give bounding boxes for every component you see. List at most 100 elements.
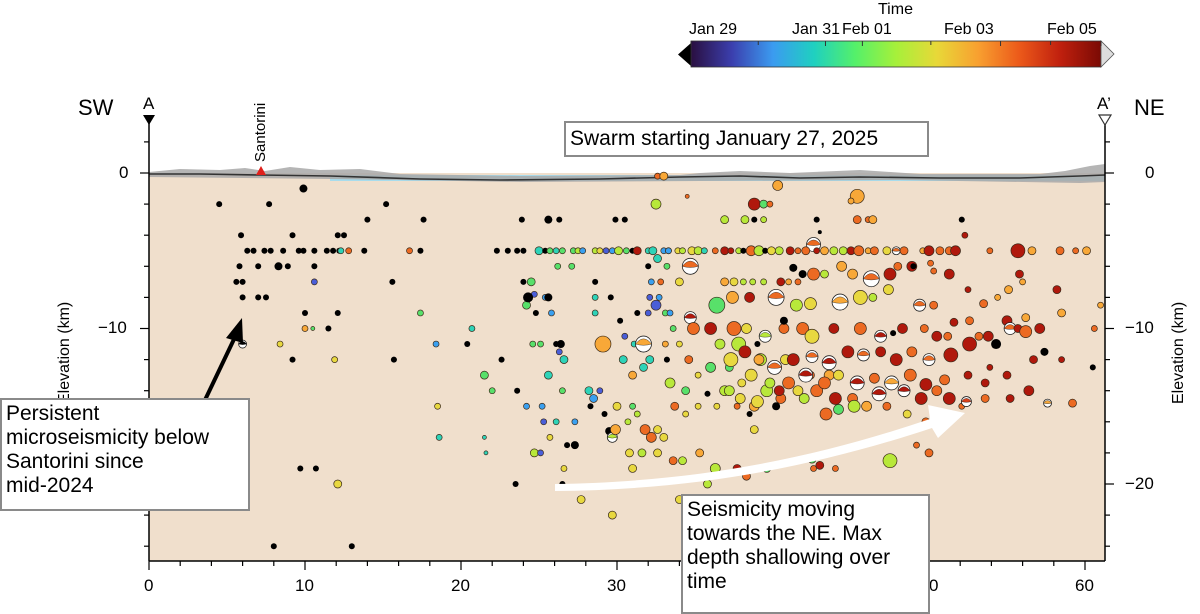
seismic-event bbox=[512, 481, 519, 487]
seismic-event bbox=[861, 400, 872, 412]
seismic-event bbox=[1040, 347, 1049, 356]
seismic-event bbox=[666, 309, 674, 317]
y-tick-left-10: −10 bbox=[98, 318, 127, 337]
seismic-event bbox=[751, 216, 758, 223]
seismic-event bbox=[523, 402, 530, 410]
seismic-event bbox=[623, 247, 630, 255]
focal-mechanism bbox=[961, 396, 972, 407]
colorbar-gradient bbox=[690, 40, 1102, 68]
colorbar-label-feb03: Feb 03 bbox=[944, 21, 994, 38]
seismic-event bbox=[544, 293, 553, 302]
seismic-event bbox=[737, 378, 747, 388]
seismic-event bbox=[634, 309, 641, 316]
seismic-event bbox=[559, 387, 566, 395]
seismic-event bbox=[559, 355, 569, 364]
y-tick-right-0: 0 bbox=[1145, 163, 1155, 182]
seismic-event bbox=[579, 247, 587, 255]
x-tick-20: 20 bbox=[451, 576, 470, 595]
seismic-event bbox=[464, 341, 471, 348]
seismic-event bbox=[337, 247, 345, 255]
seismic-event bbox=[621, 332, 629, 340]
seismic-event bbox=[653, 254, 662, 263]
seismic-event bbox=[883, 284, 894, 295]
seismic-event bbox=[361, 247, 368, 254]
seismic-event bbox=[720, 215, 729, 224]
seismic-event bbox=[261, 247, 268, 254]
seismic-event bbox=[345, 247, 353, 255]
seismic-event bbox=[555, 348, 563, 356]
focal-mechanism bbox=[681, 257, 699, 275]
seismic-event bbox=[923, 245, 935, 257]
seismic-event bbox=[930, 267, 938, 275]
seismic-event bbox=[695, 448, 705, 458]
seismic-event bbox=[801, 246, 811, 256]
x-tick-60: 60 bbox=[1075, 576, 1094, 595]
seismic-event bbox=[734, 393, 746, 404]
annotation-line: Santorini since bbox=[6, 450, 144, 473]
y-tick-right-20: −20 bbox=[1125, 474, 1154, 493]
seismic-event bbox=[548, 309, 555, 317]
seismic-event bbox=[1019, 325, 1033, 338]
seismic-event bbox=[942, 392, 956, 405]
seismic-event bbox=[645, 432, 657, 443]
seismic-event bbox=[564, 442, 571, 449]
seismic-event bbox=[760, 216, 767, 223]
seismic-event bbox=[754, 341, 761, 348]
seismic-event bbox=[890, 330, 897, 337]
seismic-event bbox=[330, 247, 337, 254]
seismic-event bbox=[364, 216, 371, 223]
seismic-event bbox=[767, 246, 776, 256]
seismic-event bbox=[639, 363, 648, 372]
seismic-event bbox=[726, 291, 739, 304]
seismic-event bbox=[782, 376, 795, 390]
seismic-event bbox=[621, 216, 628, 223]
seismic-event bbox=[552, 247, 560, 255]
seismic-event bbox=[670, 401, 680, 411]
seismic-event bbox=[570, 441, 579, 450]
seismic-event bbox=[295, 247, 302, 254]
seismic-event bbox=[518, 216, 525, 223]
seismic-event bbox=[302, 309, 308, 316]
title-box bbox=[564, 121, 929, 157]
colorbar-label-feb01: Feb 01 bbox=[842, 21, 892, 38]
seismic-event bbox=[762, 247, 769, 254]
seismic-event bbox=[852, 215, 862, 224]
focal-mechanism bbox=[857, 348, 870, 362]
seismic-event bbox=[311, 263, 318, 270]
seismic-event bbox=[659, 433, 669, 442]
seismic-event bbox=[532, 309, 539, 316]
seismic-event bbox=[962, 336, 977, 352]
seismic-event bbox=[538, 402, 546, 410]
seismic-event bbox=[297, 465, 304, 472]
seismic-event bbox=[568, 262, 576, 270]
focal-mechanism bbox=[635, 335, 652, 353]
seismic-event bbox=[986, 247, 994, 255]
seismic-event bbox=[943, 268, 955, 280]
chart-title: Swarm starting January 27, 2025 bbox=[570, 127, 879, 150]
seismic-event bbox=[882, 246, 892, 256]
seismic-event bbox=[882, 401, 892, 411]
seismic-event bbox=[910, 263, 917, 270]
seismic-event bbox=[713, 402, 721, 410]
seismic-event bbox=[931, 330, 943, 342]
seismic-event bbox=[704, 390, 711, 397]
seismic-event bbox=[653, 448, 662, 458]
seismic-event bbox=[746, 411, 753, 418]
seismic-event bbox=[587, 403, 594, 410]
seismic-event bbox=[544, 215, 553, 224]
focal-mechanism bbox=[1043, 398, 1052, 408]
seismic-event bbox=[950, 245, 961, 257]
seismic-event bbox=[868, 215, 878, 224]
seismic-event bbox=[244, 247, 251, 254]
seismic-event bbox=[629, 402, 636, 410]
seismic-event bbox=[662, 340, 669, 348]
seismic-event bbox=[684, 193, 690, 199]
seismic-event bbox=[325, 325, 332, 332]
seismic-event bbox=[596, 387, 604, 395]
focal-mechanism bbox=[871, 386, 887, 402]
seismic-event bbox=[270, 543, 277, 550]
seismic-event bbox=[255, 294, 262, 301]
seismic-event bbox=[687, 322, 700, 335]
annotation-line: depth shallowing over bbox=[687, 546, 891, 569]
seismic-event bbox=[594, 335, 612, 353]
